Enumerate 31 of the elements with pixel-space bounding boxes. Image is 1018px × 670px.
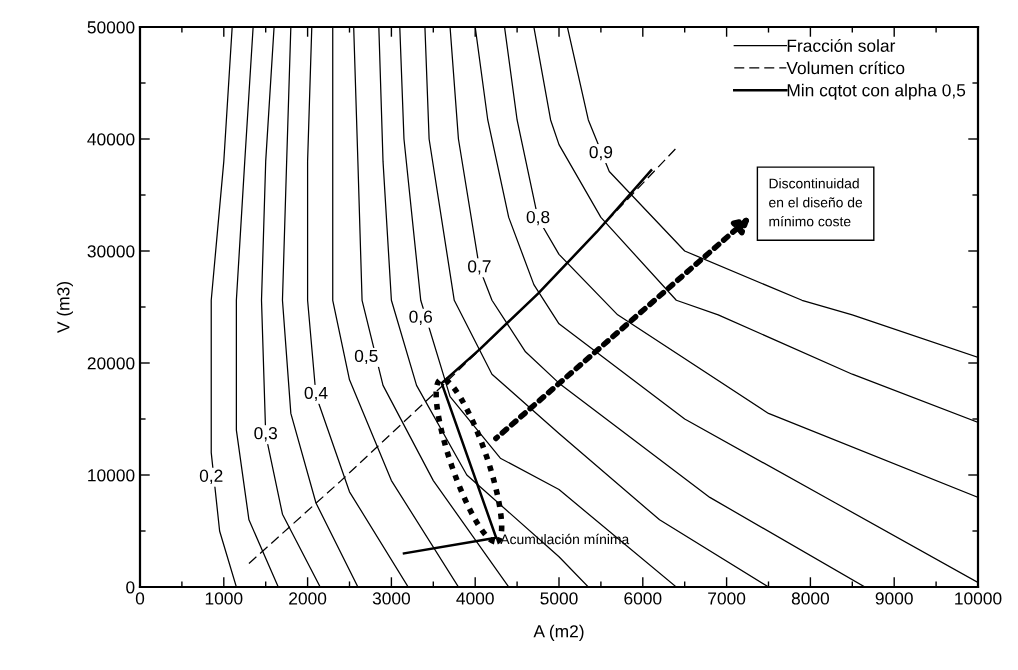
y-tick-label: 50000 bbox=[87, 21, 135, 34]
y-tick-label: 20000 bbox=[87, 357, 135, 370]
x-tick-label: 4000 bbox=[456, 592, 494, 605]
x-tick-label: 0 bbox=[135, 592, 145, 605]
x-tick-label: 9000 bbox=[875, 592, 913, 605]
annotation: 0,7 bbox=[468, 260, 491, 275]
x-tick-label: 2000 bbox=[289, 592, 327, 605]
legend-label: Fracción solar bbox=[787, 38, 896, 52]
legend-label: Volumen crítico bbox=[786, 61, 905, 75]
y-axis-title: V (m3) bbox=[56, 282, 73, 333]
x-tick-label: 5000 bbox=[540, 592, 578, 605]
x-tick-label: 6000 bbox=[624, 592, 662, 605]
y-tick-label: 40000 bbox=[87, 133, 135, 146]
annotation: 0,3 bbox=[254, 427, 278, 442]
annotation: 0,8 bbox=[526, 210, 550, 226]
x-tick-label: 7000 bbox=[708, 592, 746, 605]
x-tick-label: 10000 bbox=[955, 592, 1002, 605]
annotation: 0,6 bbox=[409, 310, 433, 325]
legend-label: Min cqtot con alpha 0,5 bbox=[787, 83, 966, 100]
x-tick-label: 8000 bbox=[791, 592, 830, 605]
annotation: 0,5 bbox=[354, 349, 378, 365]
y-tick-label: 0 bbox=[126, 581, 135, 594]
x-tick-label: 1000 bbox=[205, 592, 243, 605]
annotation: 0,4 bbox=[304, 386, 328, 402]
x-tick-label: 3000 bbox=[372, 592, 411, 605]
y-tick-label: 30000 bbox=[87, 245, 135, 258]
x-axis-title: A (m2) bbox=[533, 624, 584, 641]
annotation: Discontinuidad en el diseño de mínimo coste bbox=[769, 178, 863, 227]
y-tick-label: 10000 bbox=[88, 469, 135, 482]
annotation: 0,9 bbox=[589, 145, 613, 161]
annotation: 0,2 bbox=[199, 469, 223, 484]
